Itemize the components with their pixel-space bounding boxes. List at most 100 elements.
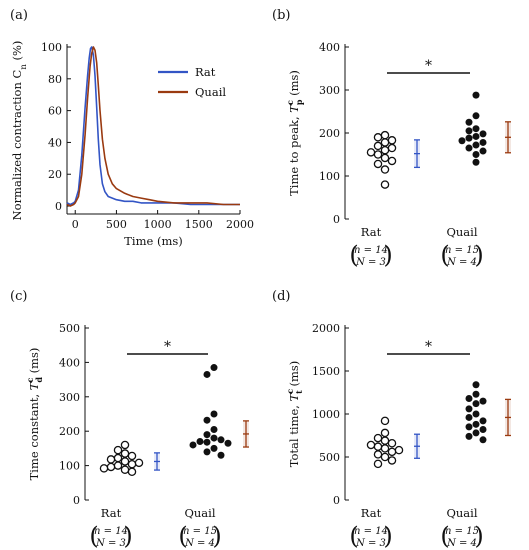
- y-tick-label: 100: [319, 170, 340, 183]
- y-tick-label: 200: [319, 127, 340, 140]
- data-point-rat: [113, 445, 123, 455]
- data-point-quail: [465, 432, 473, 440]
- y-tick-label: 1500: [312, 365, 340, 378]
- data-point-rat: [120, 440, 130, 450]
- data-point-rat: [373, 433, 383, 443]
- sample-n-quail: n = 15: [445, 526, 479, 537]
- data-point-rat: [394, 445, 404, 455]
- data-point-quail: [189, 441, 197, 449]
- data-point-quail: [479, 138, 487, 146]
- y-tick-label: 0: [333, 494, 340, 507]
- y-tick-label: 0: [333, 213, 340, 226]
- data-point-quail: [472, 141, 480, 149]
- data-point-quail: [472, 381, 480, 389]
- data-point-rat: [127, 451, 137, 461]
- data-point-rat: [373, 442, 383, 451]
- sample-n-rat: n = 14: [94, 526, 128, 537]
- paren-right: ): [383, 241, 392, 269]
- panel-c: (c) 0 100 200 300 400 500 Time constant, Tcd (m…: [10, 289, 249, 550]
- data-point-rat: [380, 145, 390, 155]
- data-point-quail: [465, 144, 473, 152]
- data-point-quail: [210, 434, 218, 442]
- data-point-quail: [472, 91, 480, 99]
- y-tick-label: 400: [319, 41, 340, 54]
- data-point-quail: [465, 413, 473, 421]
- data-point-rat: [106, 455, 116, 464]
- data-point-quail: [210, 364, 218, 372]
- sample-N-quail: N = 4: [446, 257, 477, 268]
- data-point-rat: [387, 156, 397, 166]
- sample-n-rat: n = 14: [354, 245, 388, 256]
- panel-b: (b) 0 100 200 300 400 Time to peak, Tcp (ms) * R…: [272, 8, 511, 269]
- y-tick-label: 500: [319, 451, 340, 464]
- y-tick-label: 1000: [312, 408, 340, 421]
- sample-N-rat: N = 3: [95, 538, 126, 549]
- data-point-quail: [217, 436, 225, 444]
- data-point-rat: [106, 462, 116, 472]
- data-point-rat: [113, 453, 123, 463]
- panel-label: (d): [272, 289, 290, 304]
- sample-N-quail: N = 4: [184, 538, 215, 549]
- category-label-quail: Quail: [184, 506, 215, 520]
- data-point-quail: [465, 423, 473, 431]
- data-point-quail: [472, 112, 480, 120]
- data-point-rat: [380, 130, 390, 140]
- data-point-quail: [472, 125, 480, 133]
- data-point-rat: [387, 143, 397, 153]
- series-line-quail: [66, 46, 240, 207]
- y-tick-label: 60: [48, 105, 62, 118]
- category-label-quail: Quail: [446, 225, 477, 239]
- data-point-quail: [203, 431, 211, 439]
- data-point-quail: [479, 130, 487, 138]
- data-point-quail: [224, 439, 232, 447]
- y-axis-label: Normalized contraction Cn (%): [10, 41, 29, 221]
- data-point-quail: [472, 158, 480, 166]
- y-axis-label: Time constant, Tcd (ms): [25, 348, 44, 481]
- data-point-quail: [217, 451, 225, 459]
- y-tick-label: 0: [55, 200, 62, 213]
- y-tick-label: 20: [48, 168, 62, 181]
- y-axis-label: Total time, Tct (ms): [285, 361, 304, 468]
- x-tick-label: 2000: [226, 218, 254, 231]
- y-tick-label: 80: [48, 73, 62, 86]
- data-point-rat: [387, 447, 397, 457]
- panel-label: (c): [10, 289, 27, 304]
- data-point-quail: [210, 444, 218, 452]
- category-label-rat: Rat: [361, 225, 382, 239]
- category-label-rat: Rat: [361, 506, 382, 520]
- data-point-quail: [203, 448, 211, 456]
- data-point-rat: [373, 133, 383, 142]
- data-point-quail: [472, 132, 480, 140]
- data-point-quail: [203, 370, 211, 378]
- data-point-rat: [380, 180, 390, 189]
- x-tick-label: 1500: [185, 218, 213, 231]
- category-label-rat: Rat: [101, 506, 122, 520]
- paren-right: ): [212, 522, 221, 550]
- data-point-quail: [472, 410, 480, 418]
- data-point-rat: [380, 416, 390, 426]
- category-label-quail: Quail: [446, 506, 477, 520]
- data-point-quail: [203, 416, 211, 424]
- paren-right: ): [474, 241, 483, 269]
- data-point-rat: [380, 165, 390, 174]
- data-point-quail: [472, 400, 480, 408]
- data-point-quail: [203, 438, 211, 446]
- data-point-quail: [479, 436, 487, 444]
- data-point-quail: [210, 425, 218, 433]
- data-point-rat: [99, 464, 109, 473]
- sample-n-quail: n = 15: [445, 245, 479, 256]
- data-point-rat: [373, 150, 383, 159]
- legend-label-quail: Quail: [195, 85, 226, 99]
- paren-right: ): [123, 522, 132, 550]
- data-point-rat: [380, 428, 390, 438]
- y-tick-label: 200: [59, 425, 80, 438]
- data-point-rat: [366, 440, 376, 450]
- series-line-rat: [66, 46, 240, 206]
- data-point-rat: [127, 467, 137, 477]
- data-point-rat: [373, 459, 383, 469]
- panel-label: (b): [272, 8, 290, 23]
- data-point-rat: [380, 436, 390, 445]
- data-point-rat: [134, 458, 144, 468]
- paren-right: ): [383, 522, 392, 550]
